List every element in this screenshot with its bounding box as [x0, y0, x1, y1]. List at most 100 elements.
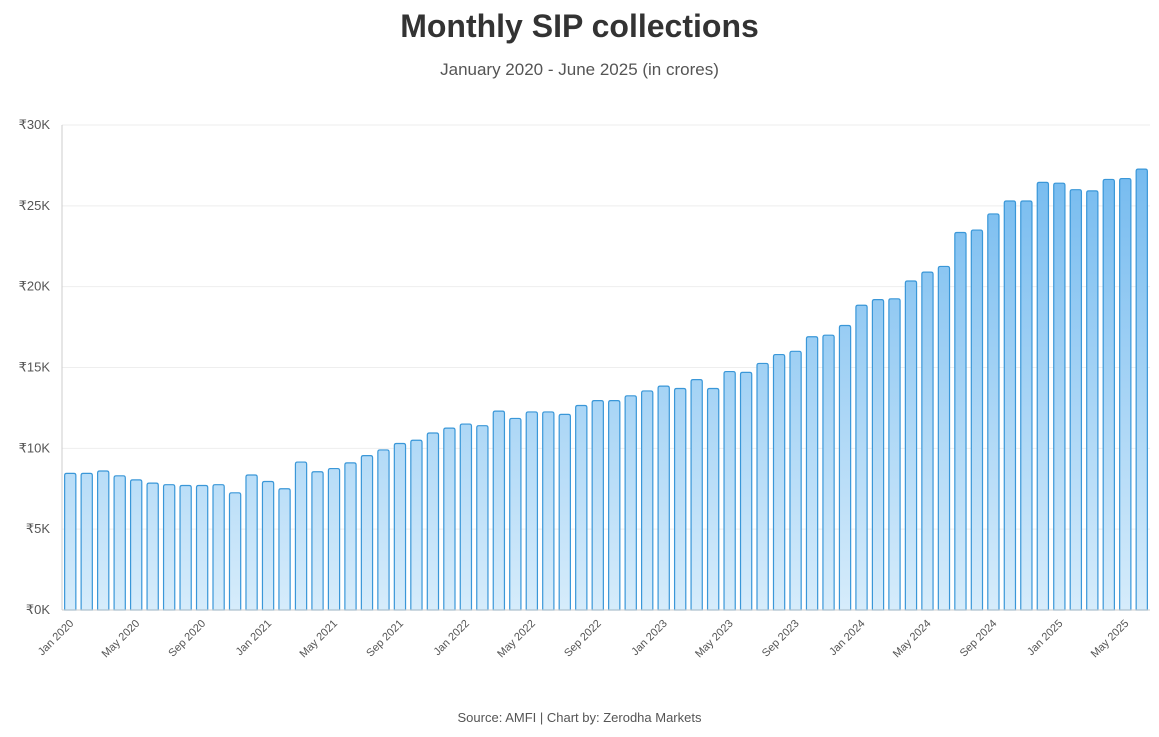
bar[interactable]: Nov 2020: 7250 [228, 492, 242, 611]
bar-shape[interactable] [1053, 182, 1066, 611]
bar[interactable]: Mar 2025: 25926 [1086, 190, 1099, 611]
bar[interactable]: Aug 2022: 12650 [575, 404, 588, 611]
bar-shape[interactable] [509, 417, 522, 611]
bar[interactable]: Mar 2024: 19250 [888, 298, 901, 611]
bar[interactable]: May 2023: 14750 [723, 370, 736, 611]
bar[interactable]: May 2021: 8750 [327, 467, 341, 611]
bar[interactable]: Jun 2022: 12250 [542, 411, 555, 611]
bar-shape[interactable] [888, 298, 901, 611]
bar-shape[interactable] [723, 370, 736, 611]
bar-shape[interactable] [673, 387, 687, 611]
bar[interactable]: Jul 2021: 9550 [360, 455, 374, 611]
bar-shape[interactable] [492, 410, 506, 611]
bar[interactable]: Oct 2020: 7750 [212, 484, 225, 611]
bar-shape[interactable] [327, 467, 341, 611]
bar-shape[interactable] [575, 404, 588, 611]
bar[interactable]: Jan 2020: 8450 [64, 472, 77, 611]
bar-shape[interactable] [641, 390, 654, 611]
bar[interactable]: Feb 2022: 11400 [476, 425, 489, 611]
bar-shape[interactable] [904, 280, 918, 611]
bar-shape[interactable] [987, 213, 1000, 611]
bar-shape[interactable] [1086, 190, 1099, 611]
bar[interactable]: Mar 2021: 9150 [294, 461, 308, 611]
bar-shape[interactable] [476, 425, 489, 611]
bar-shape[interactable] [838, 324, 852, 611]
bar[interactable]: Nov 2024: 25300 [1020, 200, 1033, 611]
bar[interactable]: May 2024: 20900 [921, 271, 934, 611]
bar[interactable]: Jul 2023: 15250 [756, 362, 769, 611]
bar-shape[interactable] [179, 484, 192, 611]
bar[interactable]: Oct 2023: 16900 [805, 336, 819, 611]
bar-shape[interactable] [608, 400, 621, 611]
bar[interactable]: Nov 2023: 17000 [822, 334, 835, 611]
bar-shape[interactable] [195, 484, 209, 611]
bar-shape[interactable] [954, 231, 967, 611]
bar[interactable]: Jun 2025: 27269 [1135, 168, 1148, 611]
bar[interactable]: Jun 2021: 9100 [344, 462, 357, 611]
bar-shape[interactable] [64, 472, 77, 611]
bar-shape[interactable] [1119, 177, 1132, 611]
bar[interactable]: Apr 2025: 26632 [1102, 178, 1115, 611]
bar[interactable]: Sep 2023: 16000 [789, 350, 802, 611]
bar[interactable]: Jun 2023: 14700 [739, 371, 753, 611]
bar-shape[interactable] [756, 362, 769, 611]
bar[interactable]: Oct 2024: 25300 [1003, 200, 1017, 611]
bar[interactable]: May 2025: 26688 [1119, 177, 1132, 611]
bar[interactable]: Nov 2021: 10950 [426, 432, 440, 611]
bar[interactable]: Aug 2021: 9900 [377, 449, 390, 611]
bar-shape[interactable] [871, 299, 885, 611]
bar-shape[interactable] [410, 439, 423, 611]
bar-shape[interactable] [970, 229, 984, 611]
bar[interactable]: Sep 2024: 24500 [987, 213, 1000, 611]
bar[interactable]: Oct 2021: 10500 [410, 439, 423, 611]
bar[interactable]: Jul 2022: 12100 [558, 413, 571, 611]
bar[interactable]: Aug 2020: 7700 [179, 484, 192, 611]
bar-shape[interactable] [97, 470, 110, 611]
bar[interactable]: Feb 2021: 7500 [278, 488, 291, 611]
bar[interactable]: Sep 2021: 10300 [393, 442, 407, 611]
bar[interactable]: Apr 2020: 8300 [113, 475, 126, 611]
bar-shape[interactable] [706, 387, 720, 611]
bar[interactable]: Jan 2025: 26400 [1053, 182, 1066, 611]
bar-shape[interactable] [789, 350, 802, 611]
bar-shape[interactable] [146, 482, 159, 611]
bar[interactable]: Sep 2022: 12950 [591, 400, 604, 611]
bar-shape[interactable] [294, 461, 308, 611]
bar[interactable]: Mar 2022: 12300 [492, 410, 506, 611]
bar-shape[interactable] [937, 265, 951, 611]
bar-shape[interactable] [1020, 200, 1033, 611]
bar[interactable]: Jan 2023: 13850 [657, 385, 670, 611]
bar[interactable]: Apr 2023: 13700 [706, 387, 720, 611]
bar-shape[interactable] [80, 472, 93, 611]
bar-shape[interactable] [822, 334, 835, 611]
bar[interactable]: Oct 2022: 12950 [608, 400, 621, 611]
bar[interactable]: Aug 2024: 23500 [970, 229, 984, 611]
bar-shape[interactable] [459, 423, 473, 611]
bar-shape[interactable] [1036, 181, 1050, 611]
bar-shape[interactable] [921, 271, 934, 611]
bar-shape[interactable] [377, 449, 390, 611]
bar[interactable]: Feb 2020: 8450 [80, 472, 93, 611]
bar[interactable]: Dec 2020: 8350 [245, 474, 258, 611]
bar-shape[interactable] [591, 400, 604, 611]
bar[interactable]: Jun 2020: 7850 [146, 482, 159, 611]
bar-shape[interactable] [1069, 189, 1083, 611]
bar[interactable]: Feb 2024: 19200 [871, 299, 885, 611]
bar[interactable]: Feb 2023: 13700 [673, 387, 687, 611]
bar-shape[interactable] [228, 492, 242, 611]
bar[interactable]: Feb 2025: 25999 [1069, 189, 1083, 611]
bar[interactable]: Dec 2023: 17600 [838, 324, 852, 611]
bar-shape[interactable] [129, 479, 143, 611]
bar-shape[interactable] [739, 371, 753, 611]
bar[interactable]: Jul 2024: 23350 [954, 231, 967, 611]
bar-shape[interactable] [360, 455, 374, 611]
bar-shape[interactable] [311, 471, 324, 611]
bar-shape[interactable] [855, 304, 868, 611]
bar-shape[interactable] [162, 484, 176, 611]
bar-shape[interactable] [624, 395, 637, 611]
bar[interactable]: Aug 2023: 15800 [772, 353, 786, 611]
bar[interactable]: Jun 2024: 21250 [937, 265, 951, 611]
bar[interactable]: Dec 2021: 11250 [443, 427, 456, 611]
bar-shape[interactable] [1003, 200, 1017, 611]
bar-shape[interactable] [542, 411, 555, 611]
